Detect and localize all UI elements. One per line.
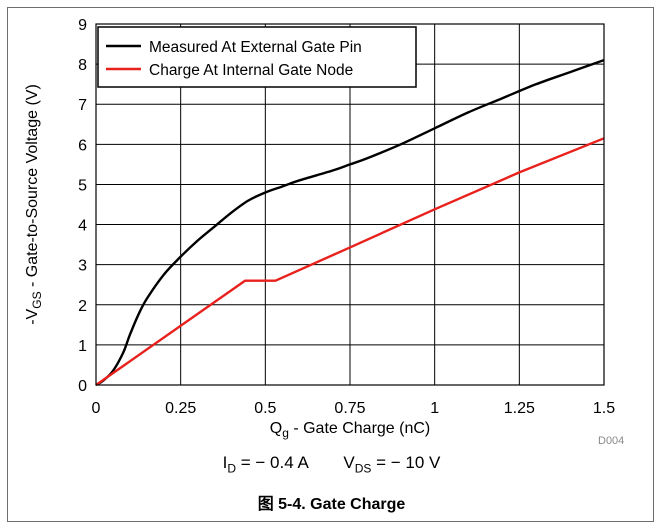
y-tick-label: 2	[78, 298, 87, 315]
x-tick-label: 0.25	[165, 400, 196, 417]
figure-code: D004	[598, 435, 624, 447]
y-tick-label: 3	[78, 258, 87, 275]
y-tick-label: 5	[78, 177, 87, 194]
y-tick-label: 8	[78, 57, 87, 74]
legend: Measured At External Gate Pin Charge At I…	[98, 27, 416, 87]
figure-caption: 图 5-4. Gate Charge	[0, 490, 663, 514]
id-label: ID = − 0.4 A	[223, 453, 308, 472]
y-tick-label: 9	[78, 17, 87, 34]
y-tick-label: 7	[78, 97, 87, 114]
y-tick-label: 1	[78, 338, 87, 355]
legend-entry: Measured At External Gate Pin	[149, 39, 362, 56]
y-tick-label: 4	[78, 218, 87, 235]
x-axis-label: Qg - Gate Charge (nC)	[270, 420, 431, 440]
x-tick-label: 1.25	[504, 400, 535, 417]
x-tick-label: 0	[92, 400, 101, 417]
test-conditions: ID = − 0.4 A VDS = − 10 V	[0, 453, 663, 475]
y-axis-label: -VGS - Gate-to-Source Voltage (V)	[24, 84, 44, 325]
vds-label: VDS = − 10 V	[343, 453, 440, 472]
x-tick-label: 1	[430, 400, 439, 417]
legend-entry: Charge At Internal Gate Node	[149, 62, 353, 79]
y-tick-labels: 0 1 2 3 4 5 6 7 8 9	[78, 17, 87, 395]
x-tick-label: 0.5	[254, 400, 276, 417]
x-tick-label: 0.75	[334, 400, 365, 417]
x-tick-labels: 0 0.25 0.5 0.75 1 1.25 1.5	[92, 400, 616, 417]
gate-charge-chart: 0 1 2 3 4 5 6 7 8 9 0 0.25 0.5 0.75 1 1.25 1.5 Measured…	[0, 0, 663, 440]
x-tick-label: 1.5	[593, 400, 615, 417]
y-tick-label: 6	[78, 137, 87, 154]
y-tick-label: 0	[78, 378, 87, 395]
